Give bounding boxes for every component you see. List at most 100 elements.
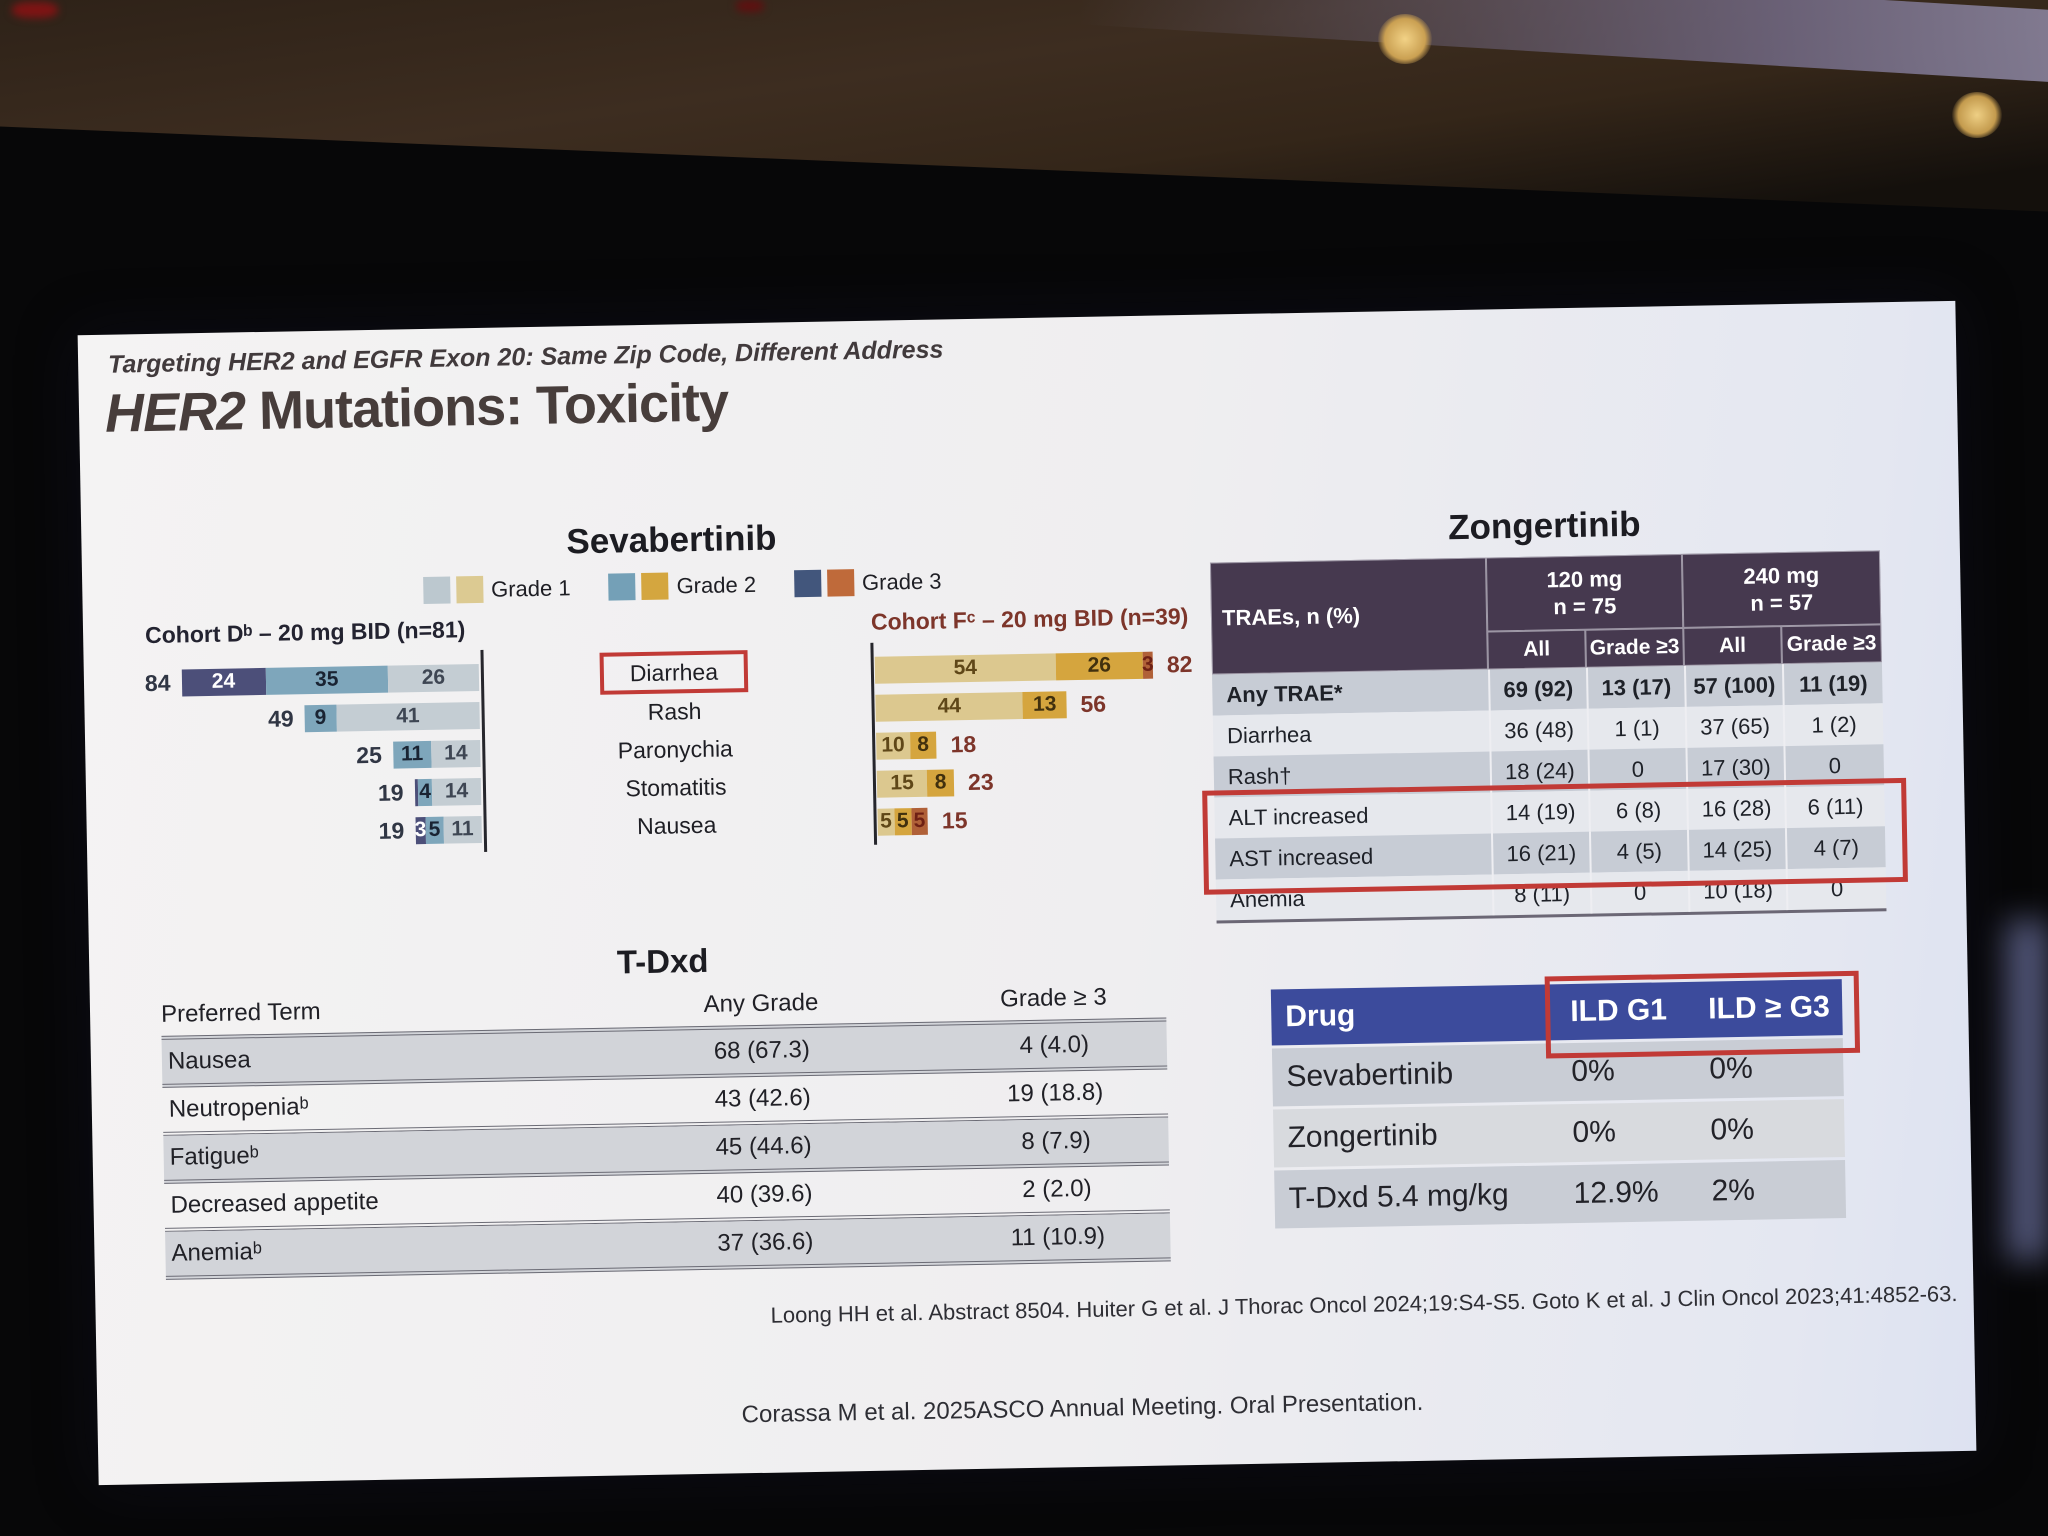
bar-segment-grade-2: 11 <box>392 740 432 769</box>
adverse-event-diarrhea: Diarrhea <box>592 650 757 695</box>
bar-total-label: 19 <box>377 778 404 806</box>
adverse-event-label: Stomatitis <box>625 772 727 801</box>
tdxd-term: Neutropeniaᵇ <box>168 1093 309 1123</box>
bar-total-label: 25 <box>356 741 383 768</box>
adverse-event-label: Rash <box>647 697 702 725</box>
bar-total-label: 23 <box>967 768 994 795</box>
tdxd-any-grade: 40 (39.6) <box>716 1179 813 1209</box>
tdxd-any-grade: 68 (67.3) <box>713 1036 811 1065</box>
ild-drug: Zongertinib <box>1287 1118 1438 1155</box>
adverse-event-paronychia: Paronychia <box>593 729 758 770</box>
legend-label: Grade 1 <box>490 574 571 602</box>
bar-segment-grade-2: 5 <box>894 807 912 835</box>
bar-segment-grade-2: 9 <box>304 704 337 732</box>
bar-segment-grade-1: 15 <box>876 769 928 798</box>
ild-ge3-value: 2% <box>1711 1173 1756 1208</box>
zongertinib-subcol: Grade ≥3 <box>1585 627 1684 668</box>
slide-title-her2: HER2 <box>104 381 246 444</box>
col-group-sub: n = 57 <box>1750 589 1814 616</box>
adverse-event-label: Nausea <box>636 811 717 839</box>
bar-total-label: 15 <box>941 806 968 834</box>
legend-swatch-cohort-d <box>422 576 451 605</box>
ild-g1-value: 0% <box>1572 1115 1617 1150</box>
legend-label: Grade 3 <box>861 568 942 595</box>
tdxd-table: Preferred Term Any Grade Grade ≥ 3 Nause… <box>160 975 1171 1280</box>
tdxd-any-grade: 37 (36.6) <box>717 1227 814 1257</box>
zongertinib-cell: 69 (92) <box>1487 667 1587 711</box>
bar-segment-grade-3: 3 <box>1142 651 1154 679</box>
ild-drug: T-Dxd 5.4 mg/kg <box>1288 1178 1509 1216</box>
red-light-glow <box>12 2 58 18</box>
legend-swatch-cohort-f <box>455 575 484 604</box>
bar-segment-grade-1: 44 <box>875 691 1024 722</box>
zongertinib-cell: 13 (17) <box>1585 665 1685 709</box>
bar-segment-grade-3: 3 <box>414 816 427 844</box>
zongertinib-subcol: Grade ≥3 <box>1781 624 1882 665</box>
zongertinib-row-label: Any TRAE* <box>1226 679 1343 707</box>
tdxd-col-grade-ge3: Grade ≥ 3 <box>999 983 1107 1013</box>
zongertinib-table-header: TRAEs, n (%) 120 mg n = 75 240 mg n = 57… <box>1209 550 1882 675</box>
bar-total-label: 18 <box>950 730 977 757</box>
zongertinib-cell: 1 (2) <box>1782 703 1884 747</box>
highlight-box-alt-ast <box>1202 777 1908 895</box>
adverse-event-labels: Diarrhea Rash Paronychia Stomatitis Nausea <box>592 650 759 846</box>
legend-swatch-cohort-d <box>608 573 636 601</box>
bar-segment-grade-2: 8 <box>909 731 937 759</box>
bar-segment-grade-1: 41 <box>335 701 480 732</box>
bar-segment-grade-1: 14 <box>431 777 482 806</box>
zongertinib-row-header: TRAEs, n (%) <box>1209 557 1488 675</box>
highlight-box-ild-columns <box>1544 970 1861 1059</box>
ild-g1-value: 12.9% <box>1573 1175 1659 1211</box>
slide-kicker: Targeting HER2 and EGFR Exon 20: Same Zi… <box>107 335 944 379</box>
slide-title: HER2 Mutations: Toxicity <box>104 371 729 444</box>
tdxd-grade-ge3: 11 (10.9) <box>1010 1222 1106 1252</box>
ild-g1-value: 0% <box>1571 1054 1616 1089</box>
sevabertinib-section-title: Sevabertinib <box>566 518 777 562</box>
bar-segment-grade-1: 54 <box>874 652 1056 684</box>
cohort-f-label: Cohort Fᶜ – 20 mg BID (n=39) <box>870 602 1189 635</box>
tdxd-col-any-grade: Any Grade <box>703 988 819 1018</box>
tdxd-grade-ge3: 2 (2.0) <box>1022 1174 1092 1204</box>
bar-segment-grade-3: 5 <box>910 807 929 835</box>
zongertinib-row-label: Diarrhea <box>1226 721 1312 748</box>
zongertinib-cell: 1 (1) <box>1586 706 1686 750</box>
ild-col-drug: Drug <box>1285 999 1356 1034</box>
tdxd-grade-ge3: 8 (7.9) <box>1021 1126 1091 1156</box>
ild-row-t-dxd-5-4-mg-kg: T-Dxd 5.4 mg/kg 12.9% 2% <box>1274 1160 1847 1229</box>
zongertinib-col-group-120mg: 120 mg n = 75 <box>1485 553 1684 632</box>
adverse-event-nausea: Nausea <box>594 805 759 846</box>
sevabertinib-legend: Grade 1 Grade 2 Grade 3 <box>412 567 952 605</box>
tdxd-any-grade: 43 (42.6) <box>714 1083 811 1113</box>
bar-segment-grade-1: 10 <box>876 731 911 760</box>
ild-ge3-value: 0% <box>1709 1051 1753 1086</box>
legend-item: Grade 3 <box>793 568 942 598</box>
citation-text: Loong HH et al. Abstract 8504. Huiter G … <box>770 1281 1958 1328</box>
ild-row-zongertinib: Zongertinib 0% 0% <box>1273 1099 1845 1168</box>
bar-segment-grade-2: 35 <box>265 665 389 695</box>
bar-segment-grade-2: 4 <box>417 778 433 806</box>
bar-total-label: 19 <box>378 816 405 844</box>
zongertinib-subcol: All <box>1683 626 1782 666</box>
tdxd-col-preferred-term: Preferred Term <box>160 997 321 1028</box>
tdxd-any-grade: 45 (44.6) <box>715 1131 812 1161</box>
bar-segment-grade-2: 8 <box>926 768 955 797</box>
bar-segment-grade-1: 5 <box>877 807 895 836</box>
ceiling-light-icon <box>1952 92 2002 138</box>
bar-segment-grade-1: 26 <box>387 663 480 693</box>
adverse-event-label: Paronychia <box>617 734 734 763</box>
zongertinib-col-group-240mg: 240 mg n = 57 <box>1681 550 1882 628</box>
cohort-d-label: Cohort Dᵇ – 20 mg BID (n=81) <box>144 616 466 649</box>
ild-drug: Sevabertinib <box>1286 1057 1454 1094</box>
bar-segment-grade-2: 13 <box>1022 690 1067 719</box>
bar-segment-grade-1: 11 <box>442 815 482 844</box>
footer-attribution: Corassa M et al. 2025ASCO Annual Meeting… <box>741 1388 1424 1429</box>
legend-swatch-cohort-f <box>826 569 855 597</box>
bar-total-label: 84 <box>144 669 171 696</box>
zongertinib-cell: 37 (65) <box>1684 705 1784 748</box>
legend-swatch-cohort-d <box>793 569 822 598</box>
zongertinib-cell: 36 (48) <box>1488 708 1588 752</box>
legend-swatch-cohort-f <box>641 572 669 601</box>
tdxd-term: Decreased appetite <box>170 1187 379 1219</box>
adverse-event-label: Diarrhea <box>599 650 749 695</box>
